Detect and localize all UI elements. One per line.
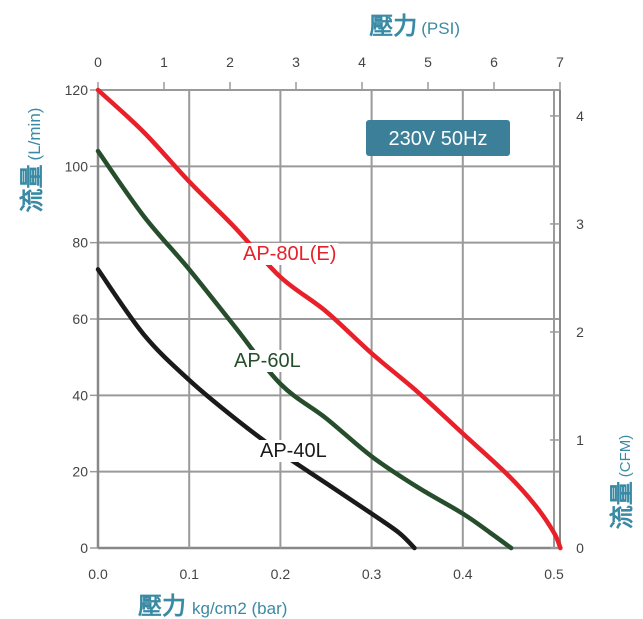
top-tick-label: 5 [424, 54, 432, 70]
series-labels: AP-80L(E) AP-60L AP-40L [234, 243, 336, 462]
left-axis-title-unit: (L/min) [25, 108, 44, 161]
series-label: AP-60L [234, 350, 301, 372]
left-tick-label: 80 [72, 235, 88, 251]
right-tick-label: 3 [576, 216, 584, 232]
top-tick-label: 4 [358, 54, 366, 70]
svg-text:流量(L/min): 流量 (L/min) [18, 108, 46, 213]
left-tick-label: 0 [80, 540, 88, 556]
top-tick-label: 3 [292, 54, 300, 70]
series-label-backgrounds [232, 243, 339, 462]
right-axis-title-unit: (CFM) [617, 435, 634, 477]
series-label-background [241, 243, 339, 265]
bottom-tick-label: 0.1 [179, 566, 199, 582]
series-label: AP-40L [260, 440, 327, 462]
bottom-axis-title: 壓力 kg/cm2 (bar) [138, 592, 287, 619]
series-label-background [232, 350, 303, 372]
bottom-tick-label: 0.4 [453, 566, 473, 582]
top-axis-title-unit: (PSI) [421, 19, 460, 38]
top-tick-label: 1 [160, 54, 168, 70]
series-label-background [258, 440, 329, 462]
bottom-axis-title-unit: kg/cm2 (bar) [192, 599, 287, 618]
left-tick-label: 120 [65, 82, 89, 98]
series-line-ap-40l [95, 267, 417, 551]
bottom-tick-label: 0.3 [362, 566, 382, 582]
left-tick-label: 100 [65, 158, 89, 174]
right-tick-label: 1 [576, 432, 584, 448]
left-axis-title-main: 流量 [18, 164, 46, 212]
series-label: AP-80L(E) [243, 243, 336, 265]
bottom-tick-label: 0.5 [544, 566, 564, 582]
top-axis-title-main: 壓力 [369, 12, 417, 40]
top-axis-title: 壓力 (PSI) [369, 12, 460, 40]
right-tick-label: 2 [576, 324, 584, 340]
top-tick-label: 7 [556, 54, 564, 70]
series-line-ap-60l [95, 148, 514, 551]
top-tick-label: 2 [226, 54, 234, 70]
right-axis-title-main: 流量 [608, 481, 636, 529]
condition-badge-text: 230V 50Hz [389, 128, 488, 150]
svg-text:流量(CFM): 流量 (CFM) [608, 435, 636, 529]
top-tick-label: 0 [94, 54, 102, 70]
series-line-ap-80l-e [95, 87, 563, 551]
right-tick-label: 0 [576, 540, 584, 556]
bottom-tick-label: 0.2 [271, 566, 291, 582]
left-tick-label: 20 [72, 464, 88, 480]
left-tick-label: 60 [72, 311, 88, 327]
top-tick-label: 6 [490, 54, 498, 70]
condition-badge-background [366, 120, 510, 156]
bottom-axis-title-main: 壓力 [138, 592, 186, 619]
left-tick-label: 40 [72, 387, 88, 403]
tick-labels: 0.0 0.1 0.2 0.3 0.4 0.50 1 2 3 4 5 6 702040608010012… [65, 54, 584, 582]
right-tick-label: 4 [576, 108, 584, 124]
bottom-tick-label: 0.0 [88, 566, 108, 582]
right-axis-title: 流量 (CFM) [608, 435, 636, 529]
left-axis-title: 流量 (L/min) [18, 108, 46, 213]
condition-badge: 230V 50Hz [366, 120, 510, 156]
